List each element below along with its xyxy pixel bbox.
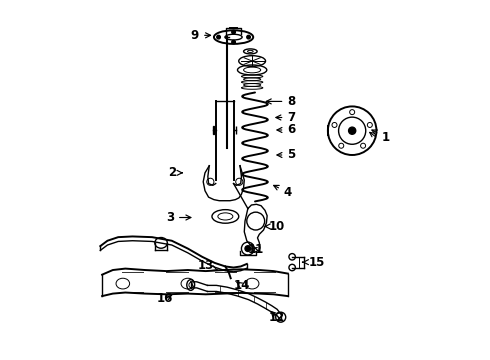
Text: 16: 16 — [156, 292, 173, 305]
Text: 13: 13 — [197, 259, 217, 272]
Circle shape — [245, 246, 251, 251]
Text: 8: 8 — [266, 95, 295, 108]
Text: 12: 12 — [269, 311, 285, 324]
Circle shape — [247, 35, 250, 39]
Text: 4: 4 — [274, 185, 292, 199]
Text: 7: 7 — [276, 111, 295, 124]
Text: 10: 10 — [265, 220, 285, 233]
FancyBboxPatch shape — [236, 126, 237, 134]
Circle shape — [232, 40, 235, 44]
Text: 11: 11 — [247, 243, 264, 256]
Text: 15: 15 — [303, 256, 325, 269]
FancyBboxPatch shape — [213, 126, 214, 134]
Circle shape — [348, 127, 356, 134]
Text: 14: 14 — [233, 279, 249, 292]
Text: 2: 2 — [168, 166, 182, 179]
Circle shape — [217, 35, 221, 39]
Text: 3: 3 — [166, 211, 191, 224]
Text: 5: 5 — [277, 148, 295, 162]
Text: 9: 9 — [191, 29, 211, 42]
Text: 1: 1 — [372, 130, 390, 144]
Circle shape — [232, 30, 235, 34]
Text: 6: 6 — [277, 123, 295, 136]
